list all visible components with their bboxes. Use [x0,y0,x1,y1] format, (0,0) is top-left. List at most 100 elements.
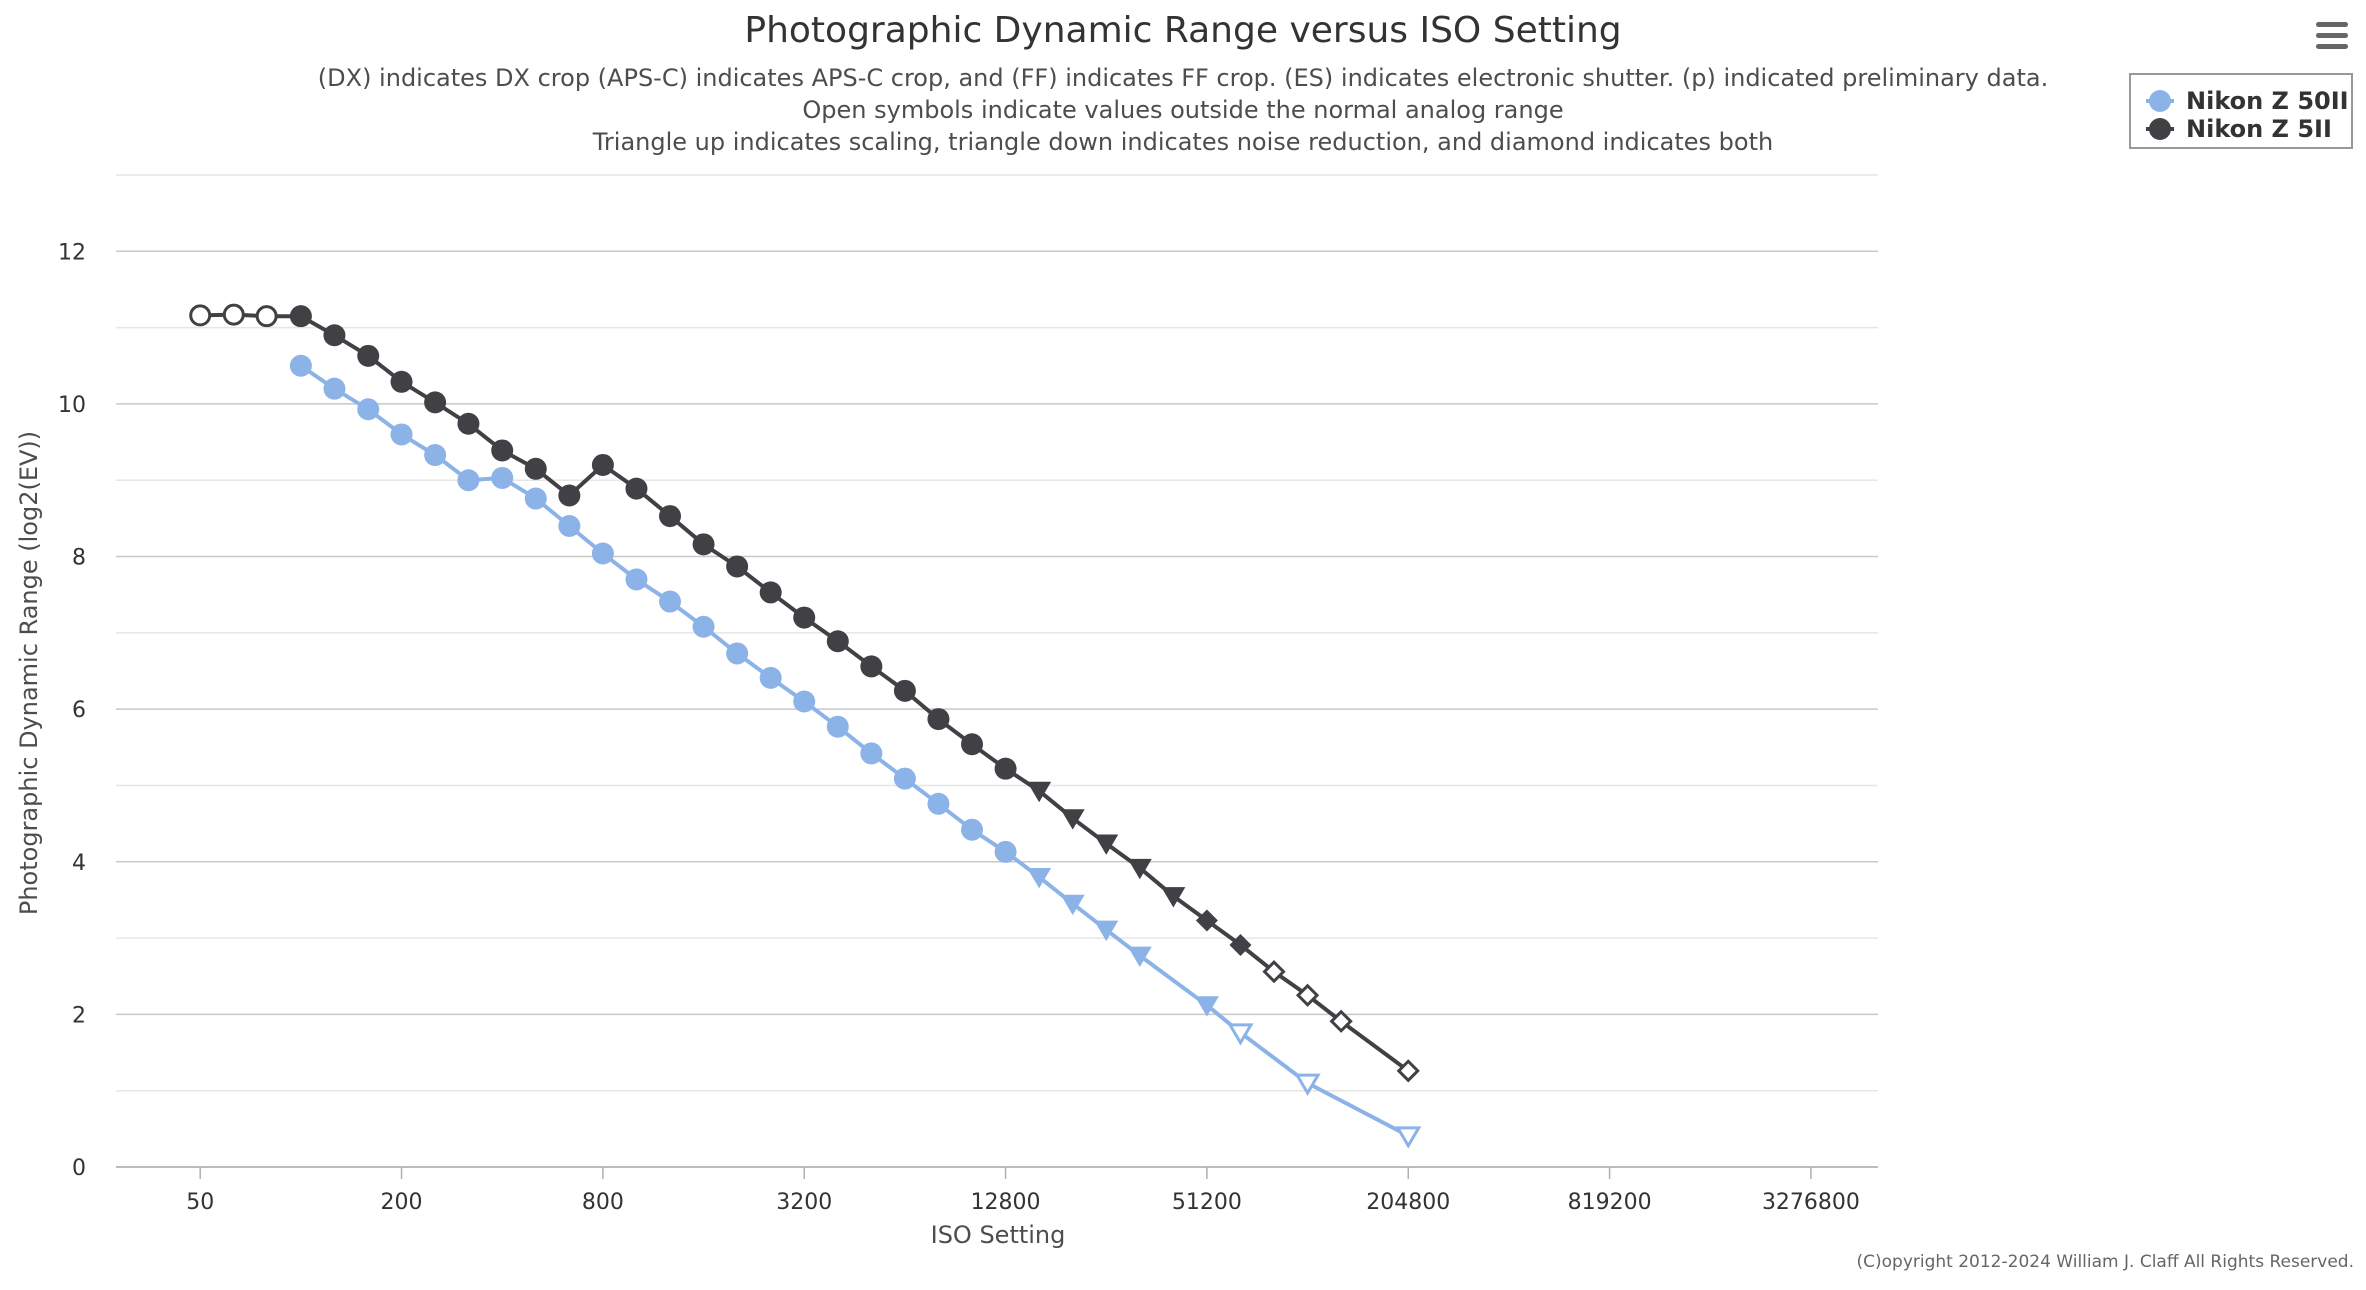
hamburger-menu-icon[interactable] [2305,14,2353,56]
data-point-nikon-z-5ii [189,304,212,327]
x-tick-label: 12800 [971,1190,1041,1215]
x-tick-label: 204800 [1366,1190,1450,1215]
data-point-nikon-z-5ii [1295,983,1320,1007]
data-point-nikon-z-5ii [659,505,682,528]
x-tick-label: 200 [381,1190,423,1215]
data-point-nikon-z-50ii [625,568,648,591]
data-point-nikon-z-50ii [591,542,614,565]
data-point-nikon-z-5ii [1094,834,1119,855]
chart-subtitle-line-2: Open symbols indicate values outside the… [802,96,1563,124]
data-point-nikon-z-50ii [1294,1073,1321,1096]
data-point-nikon-z-50ii [793,690,816,713]
data-point-nikon-z-50ii [1060,894,1085,916]
data-point-nikon-z-5ii [625,477,648,500]
y-tick-label: 6 [72,698,86,723]
data-point-nikon-z-5ii [289,305,312,328]
data-point-nikon-z-50ii [1227,1023,1254,1046]
data-point-nikon-z-5ii [591,453,614,476]
y-tick-label: 10 [58,393,86,418]
data-point-nikon-z-5ii [826,630,849,653]
data-point-nikon-z-5ii [927,708,950,731]
data-point-nikon-z-5ii [1027,781,1052,803]
y-axis-title: Photographic Dynamic Range (log2(EV)) [15,431,43,915]
data-point-nikon-z-5ii [491,439,514,462]
data-point-nikon-z-5ii [1329,1009,1353,1033]
credits-text: (C)opyright 2012-2024 William J. Claff A… [1857,1252,2355,1272]
data-point-nikon-z-5ii [222,303,245,326]
data-point-nikon-z-50ii [457,469,480,492]
data-point-nikon-z-5ii [357,344,380,367]
data-point-nikon-z-5ii [961,733,984,756]
chart-title: Photographic Dynamic Range versus ISO Se… [744,10,1621,51]
y-tick-label: 12 [58,240,86,265]
y-tick-label: 4 [72,851,86,876]
legend-label-nikon-z-5ii: Nikon Z 5II [2186,115,2332,143]
chart-subtitle-line-3: Triangle up indicates scaling, triangle … [592,128,1773,156]
data-point-nikon-z-50ii [1194,996,1219,1017]
data-point-nikon-z-50ii [1027,868,1052,889]
legend: Nikon Z 50II Nikon Z 5II [2129,73,2353,149]
legend-label-nikon-z-50ii: Nikon Z 50II [2186,87,2349,115]
series-nikon-z-50ii [289,354,1422,1149]
data-point-nikon-z-50ii [961,818,984,841]
x-tick-label: 50 [186,1190,214,1215]
data-point-nikon-z-50ii [893,767,916,790]
legend-item-nikon-z-50ii[interactable]: Nikon Z 50II [2146,87,2349,115]
y-tick-label: 8 [72,546,86,571]
data-point-nikon-z-50ii [1395,1126,1422,1149]
data-point-nikon-z-5ii [424,391,447,414]
data-point-nikon-z-50ii [726,642,749,665]
data-point-nikon-z-5ii [692,533,715,556]
axis-layer: 0 2 4 6 8 10 12 50 200 800 3200 12800 51200 204800 819… [58,240,1878,1215]
data-point-nikon-z-50ii [659,590,682,613]
data-point-nikon-z-50ii [860,742,883,765]
y-tick-label: 2 [72,1003,86,1028]
data-point-nikon-z-50ii [759,666,782,689]
data-point-nikon-z-5ii [457,412,480,435]
legend-item-nikon-z-5ii[interactable]: Nikon Z 5II [2146,115,2332,143]
data-point-nikon-z-5ii [255,305,278,328]
legend-marker-nikon-z-50ii [2149,90,2171,112]
data-point-nikon-z-5ii [390,370,413,393]
data-point-nikon-z-50ii [826,715,849,738]
data-point-nikon-z-50ii [927,792,950,815]
x-tick-label: 51200 [1172,1190,1242,1215]
data-point-nikon-z-5ii [1195,909,1218,932]
data-point-nikon-z-50ii [1094,920,1119,942]
data-point-nikon-z-50ii [289,354,312,377]
y-tick-label: 0 [72,1156,86,1181]
data-point-nikon-z-50ii [1127,946,1152,968]
x-tick-label: 3200 [776,1190,832,1215]
data-point-nikon-z-5ii [860,655,883,678]
data-point-nikon-z-50ii [491,466,514,489]
data-point-nikon-z-5ii [893,679,916,702]
data-point-nikon-z-5ii [793,606,816,629]
data-point-nikon-z-5ii [759,581,782,604]
series-nikon-z-5ii [189,303,1420,1083]
x-tick-label: 800 [582,1190,624,1215]
data-point-nikon-z-5ii [1060,809,1085,830]
data-point-nikon-z-50ii [558,515,581,538]
data-point-nikon-z-5ii [1161,887,1186,908]
grid-layer [116,174,1878,1168]
data-point-nikon-z-50ii [692,615,715,638]
data-point-nikon-z-50ii [357,398,380,421]
data-point-nikon-z-5ii [558,484,581,507]
x-tick-label: 3276800 [1762,1190,1860,1215]
data-point-nikon-z-5ii [524,457,547,480]
data-point-nikon-z-50ii [390,423,413,446]
data-point-nikon-z-5ii [994,757,1017,780]
chart-subtitle-line-1: (DX) indicates DX crop (APS-C) indicates… [318,64,2048,92]
data-point-nikon-z-50ii [323,377,346,400]
series-layer [189,303,1422,1149]
data-point-nikon-z-5ii [726,555,749,578]
data-point-nikon-z-50ii [424,444,447,467]
data-point-nikon-z-50ii [994,840,1017,863]
x-tick-label: 819200 [1568,1190,1652,1215]
data-point-nikon-z-5ii [1262,960,1286,984]
data-point-nikon-z-5ii [1229,933,1252,956]
data-point-nikon-z-5ii [1396,1059,1420,1083]
data-point-nikon-z-5ii [1127,858,1152,880]
data-point-nikon-z-5ii [323,324,346,347]
